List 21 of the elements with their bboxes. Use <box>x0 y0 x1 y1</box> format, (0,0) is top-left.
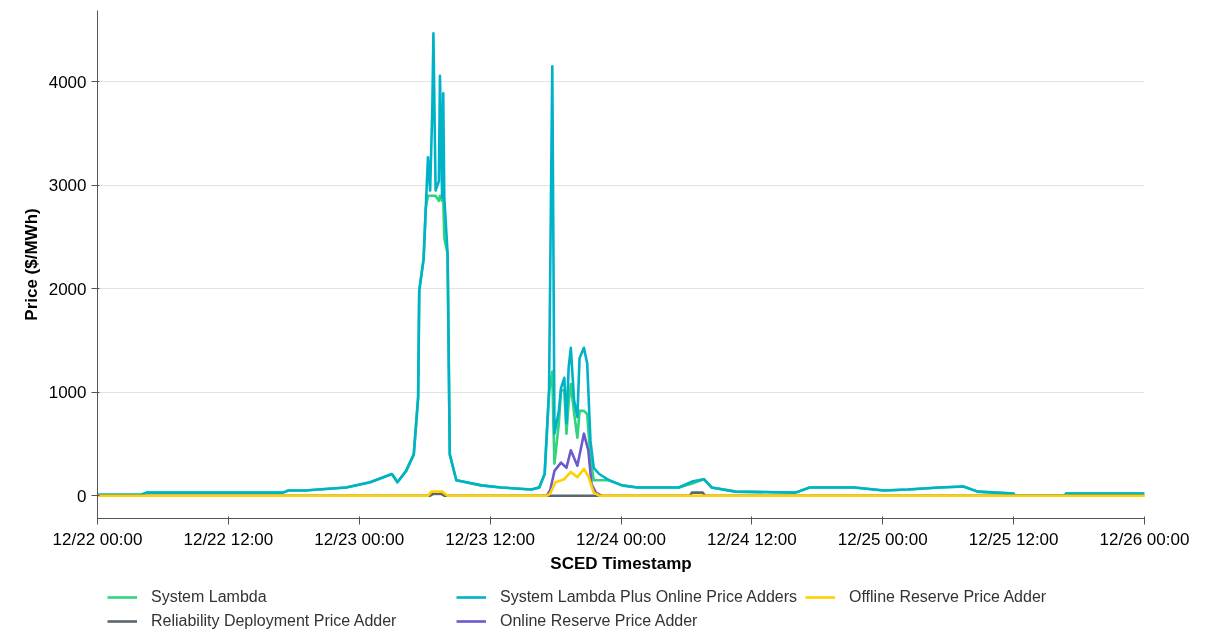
y-tick-label: 1000 <box>48 383 87 403</box>
x-tick-label: 12/25 00:00 <box>837 529 928 549</box>
x-tick-label: 12/22 12:00 <box>183 529 274 549</box>
x-tick-label: 12/26 00:00 <box>1099 529 1190 549</box>
y-axis-title: Price ($/MWh) <box>21 208 41 321</box>
y-tick-label: 2000 <box>48 279 87 299</box>
x-tick-label: 12/23 00:00 <box>314 529 405 549</box>
legend-label: System Lambda <box>151 587 268 607</box>
x-tick-label: 12/23 12:00 <box>445 529 536 549</box>
y-tick-label: 0 <box>77 486 87 506</box>
legend-label: Reliability Deployment Price Adder <box>151 611 398 631</box>
y-tick-label: 4000 <box>48 72 87 92</box>
x-tick-label: 12/25 12:00 <box>968 529 1059 549</box>
legend-label: System Lambda Plus Online Price Adders <box>500 587 799 607</box>
legend-label: Offline Reserve Price Adder <box>849 587 1048 607</box>
x-tick-label: 12/22 00:00 <box>52 529 143 549</box>
x-tick-label: 12/24 00:00 <box>576 529 666 549</box>
x-axis-title: SCED Timestamp <box>550 553 692 573</box>
y-tick-label: 3000 <box>48 176 87 196</box>
legend-label: Online Reserve Price Adder <box>500 611 699 631</box>
x-tick-label: 12/24 12:00 <box>706 529 797 549</box>
